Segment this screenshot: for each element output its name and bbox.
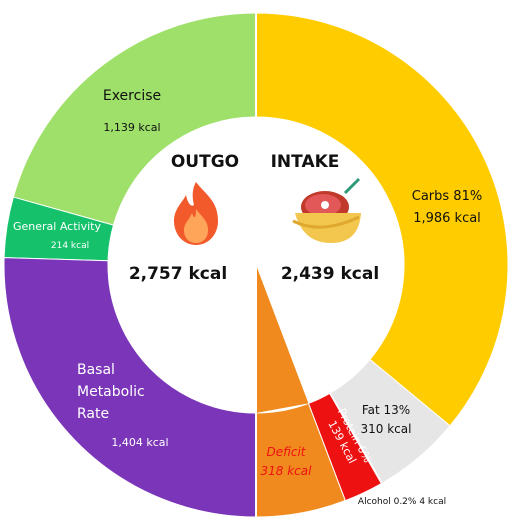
general-activity-label: General Activity <box>13 220 101 233</box>
general-activity-value: 214 kcal <box>51 241 89 251</box>
slice-deficit-wedge <box>256 265 309 413</box>
fat-label: Fat 13% <box>362 403 410 417</box>
bmr-label-line3: Rate <box>77 406 109 422</box>
carbs-label: Carbs 81% <box>412 189 482 204</box>
fire-icon <box>174 182 218 245</box>
fat-value: 310 kcal <box>361 422 412 436</box>
food-bowl-icon <box>292 177 361 243</box>
deficit-label: Deficit <box>266 445 306 459</box>
outgo-total: 2,757 kcal <box>129 264 227 284</box>
slices <box>3 12 509 518</box>
outgo-title: OUTGO <box>171 152 239 172</box>
carbs-value: 1,986 kcal <box>413 211 481 226</box>
slice-exercise <box>12 12 257 226</box>
alcohol-label: Alcohol 0.2% 4 kcal <box>358 497 446 507</box>
slice-basal-metabolic-rate <box>3 257 257 518</box>
slice-carbs <box>255 12 509 427</box>
intake-title: INTAKE <box>271 152 340 172</box>
bmr-label-line1: Basal <box>77 362 115 378</box>
bmr-label-line2: Metabolic <box>77 384 145 400</box>
exercise-value: 1,139 kcal <box>103 121 160 134</box>
bmr-value: 1,404 kcal <box>111 436 168 449</box>
deficit-value: 318 kcal <box>261 464 313 478</box>
exercise-label: Exercise <box>103 88 161 104</box>
intake-total: 2,439 kcal <box>281 264 379 284</box>
slice-general-activity <box>3 196 115 262</box>
